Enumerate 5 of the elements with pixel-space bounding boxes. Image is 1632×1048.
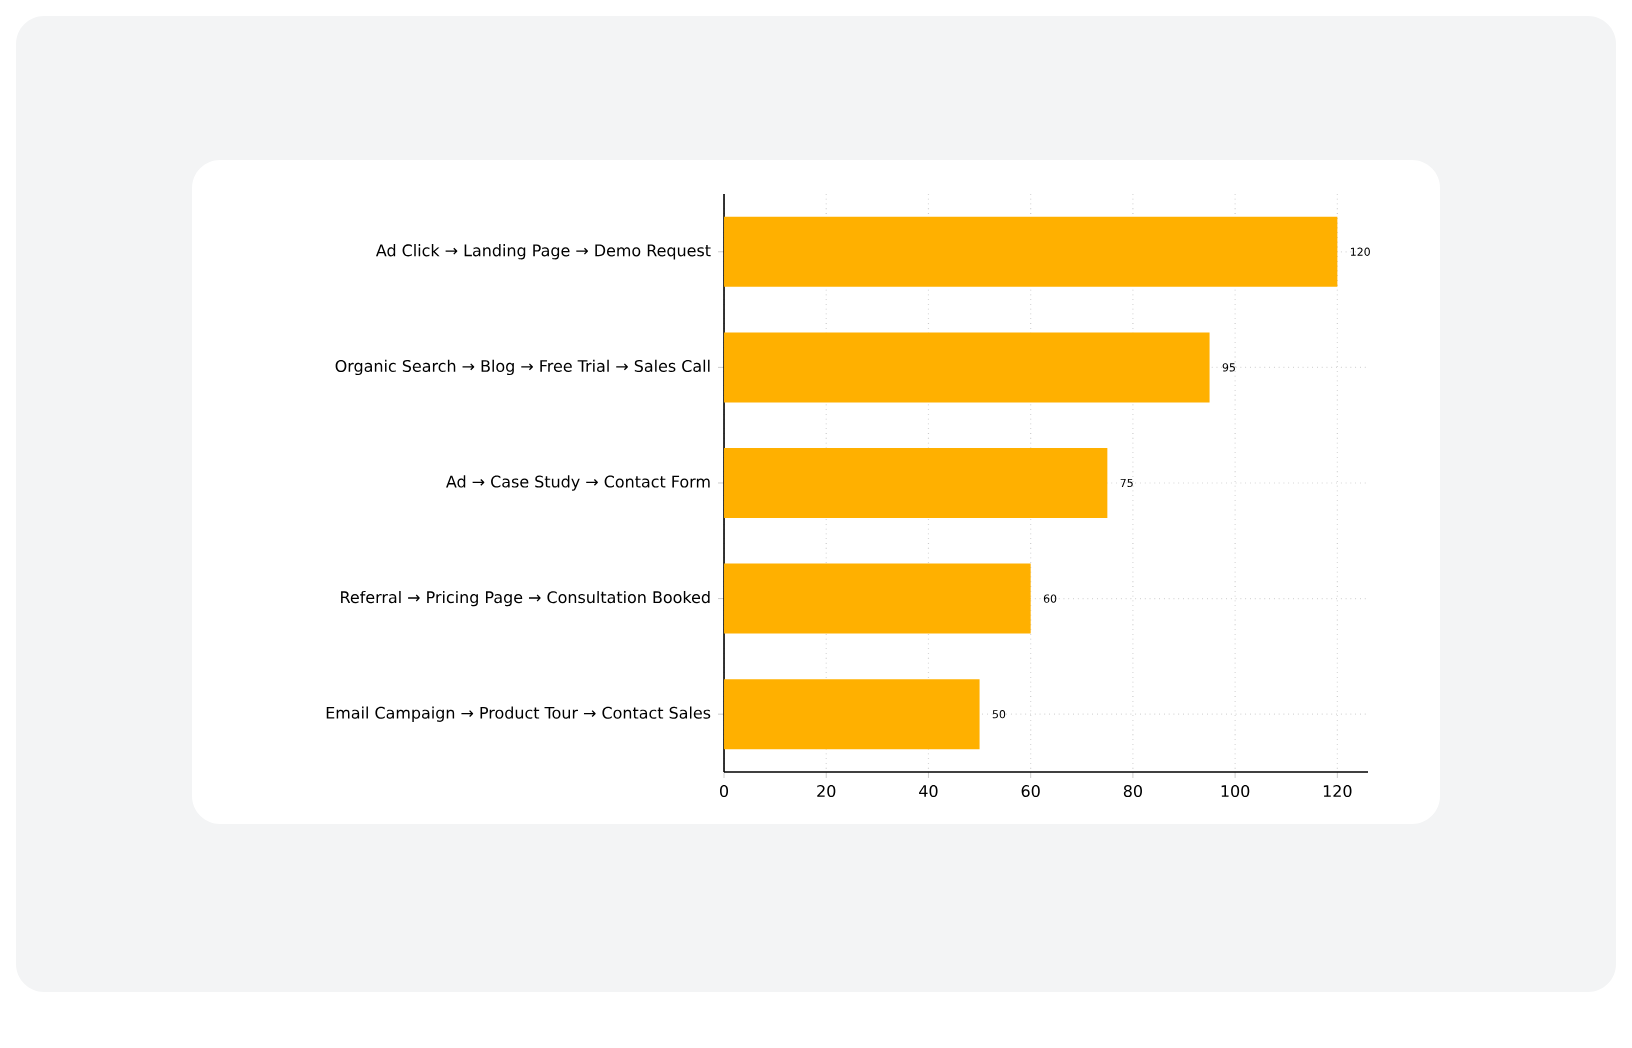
bar [724, 447, 1108, 518]
bar [724, 332, 1210, 403]
bar [724, 679, 980, 750]
bar [724, 216, 1338, 287]
bar [724, 563, 1031, 634]
